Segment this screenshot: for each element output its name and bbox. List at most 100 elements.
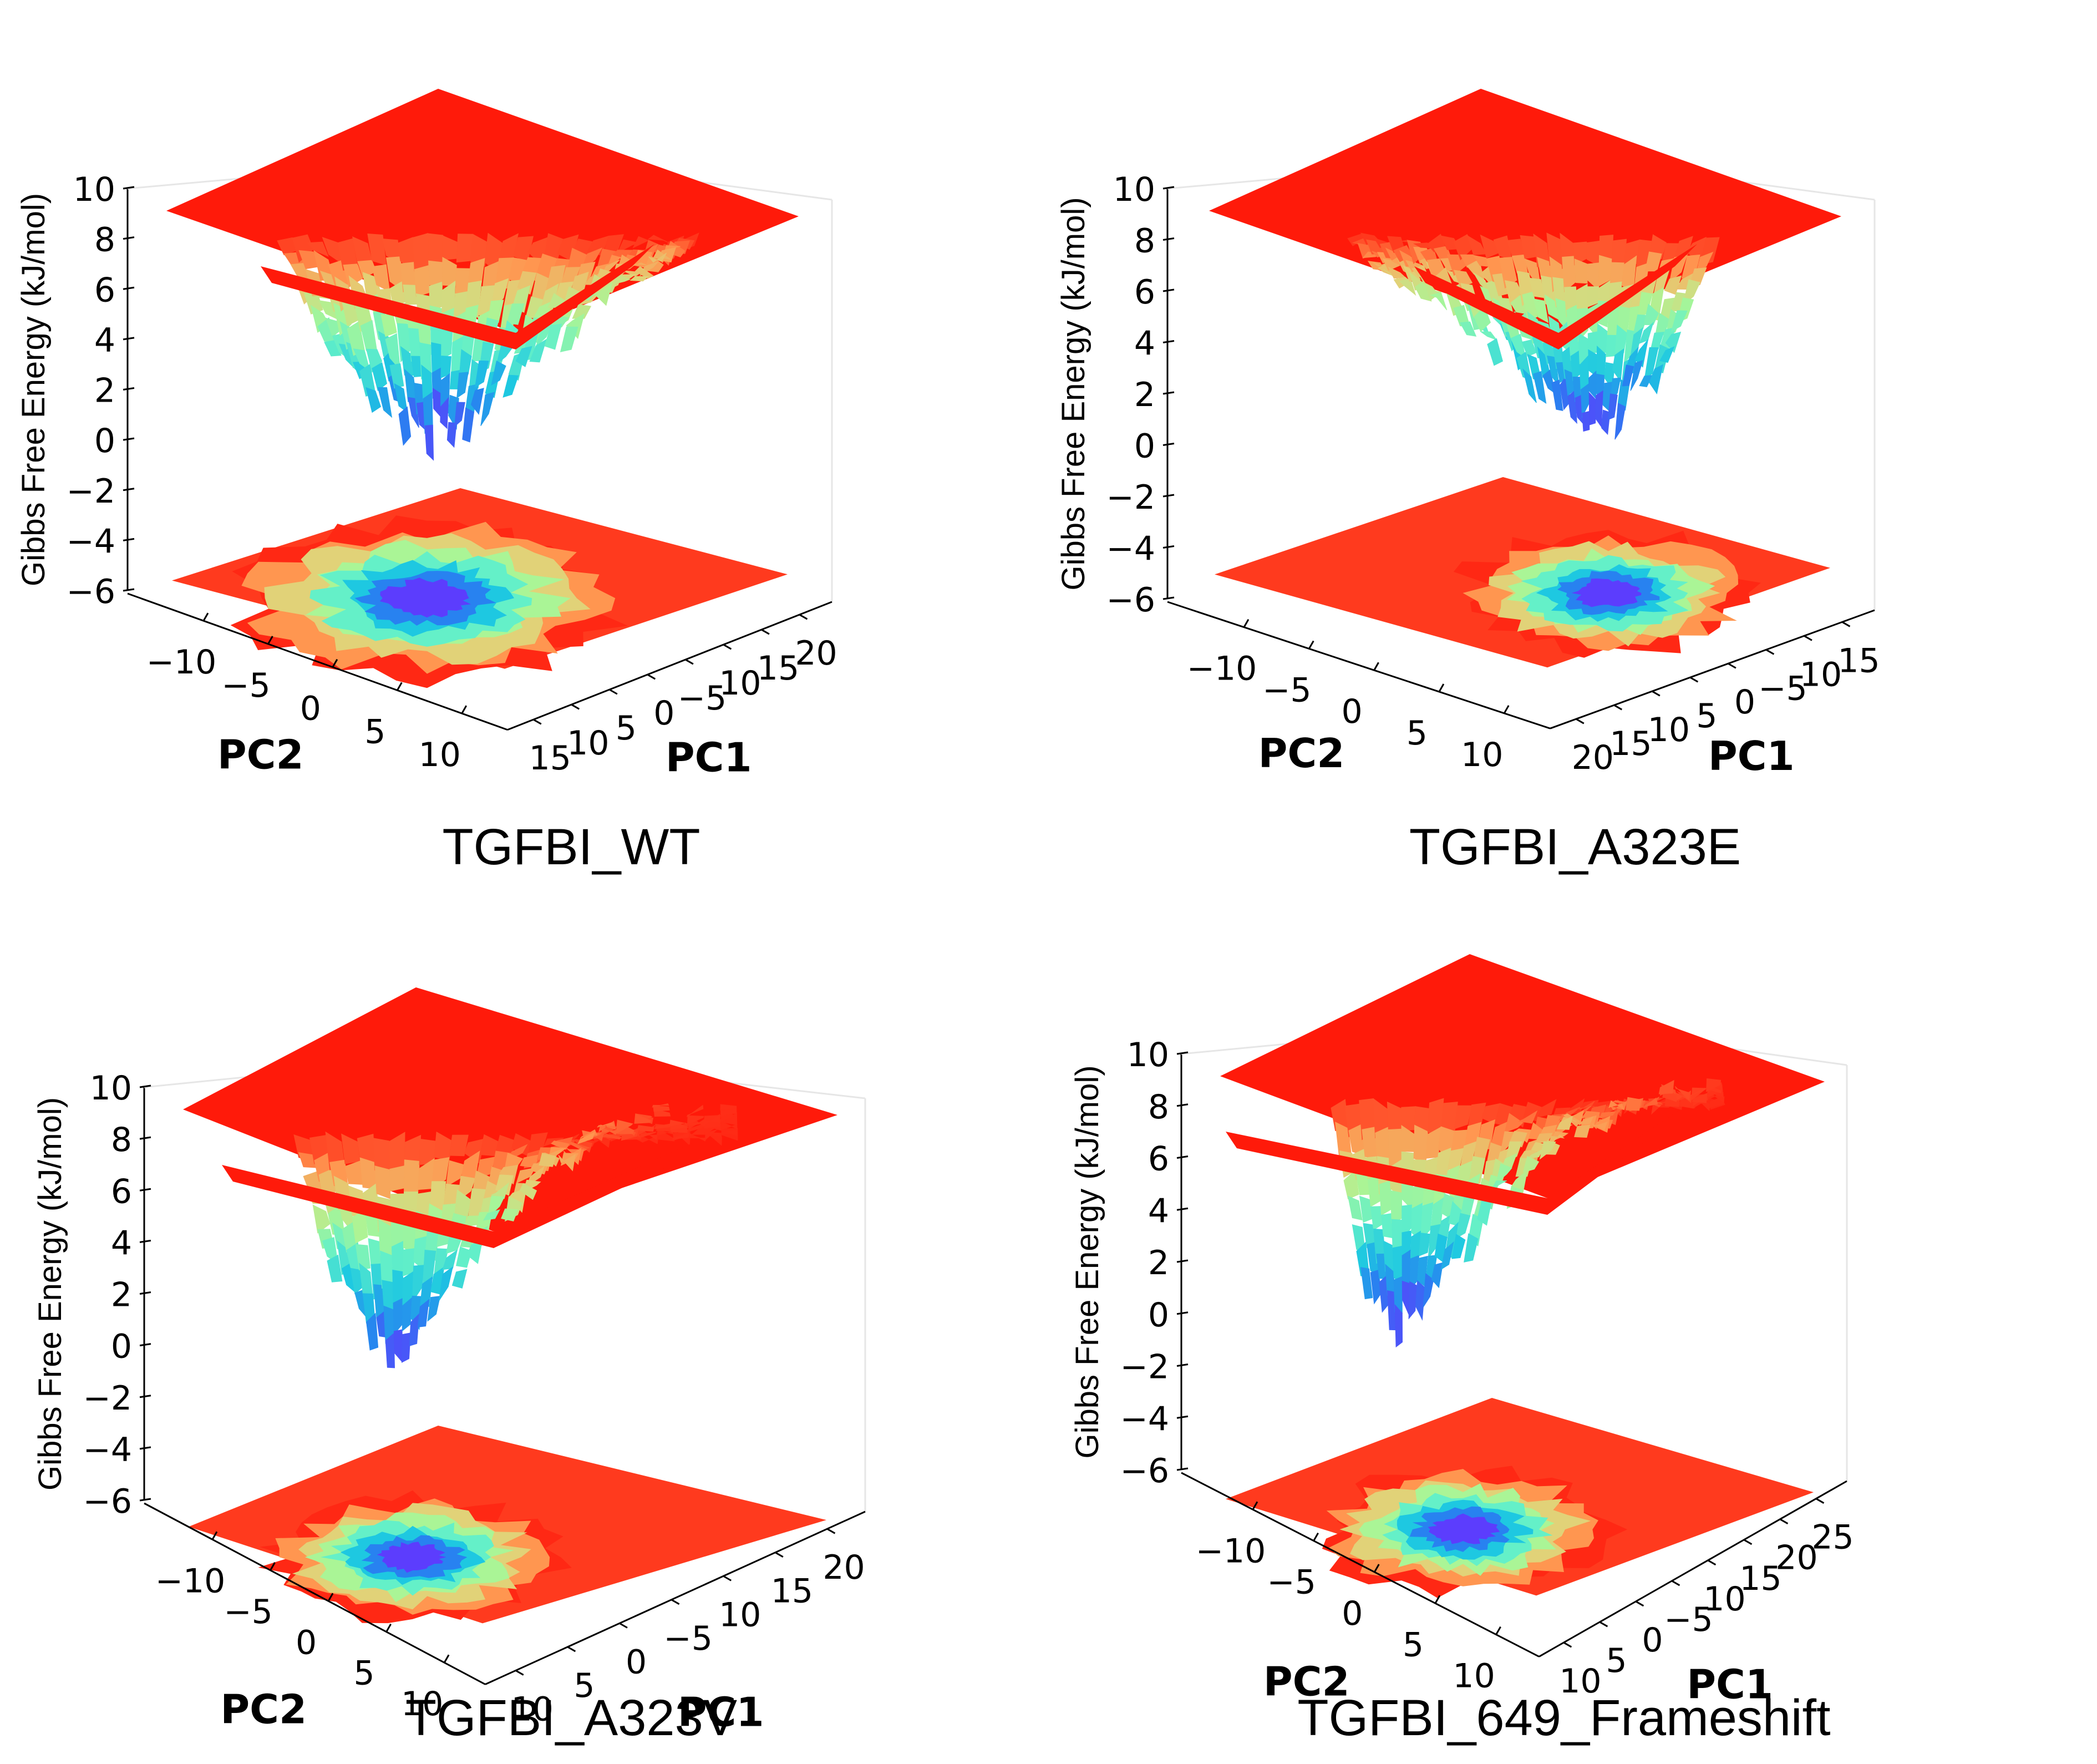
surface-facet bbox=[1598, 1111, 1616, 1118]
surface-facet bbox=[703, 1114, 720, 1127]
z-tick-label: 8 bbox=[1148, 1088, 1169, 1127]
z-tick-label: 4 bbox=[1134, 325, 1155, 363]
surface-facet bbox=[1591, 1122, 1608, 1131]
surface-cap-plane bbox=[183, 987, 837, 1231]
z-tick-label: 0 bbox=[111, 1327, 132, 1366]
pc2-tick-label: 5 bbox=[1407, 714, 1428, 753]
surface-facet bbox=[1607, 393, 1618, 420]
pc1-tick-label: 10 bbox=[1648, 711, 1690, 749]
z-tick bbox=[139, 1291, 151, 1295]
pc1-tick-label: −5 bbox=[678, 679, 727, 718]
z-tick bbox=[1162, 443, 1175, 446]
pc1-tick-label: 5 bbox=[573, 1666, 595, 1705]
pc1-tick-label: 20 bbox=[795, 634, 837, 673]
z-tick-label: 8 bbox=[1134, 222, 1155, 261]
pc2-axis-label: PC2 bbox=[1258, 730, 1345, 777]
z-tick bbox=[123, 488, 135, 491]
pc2-axis-line bbox=[1181, 1472, 1540, 1657]
surface-facet bbox=[616, 1119, 633, 1134]
pc1-axis-label: PC1 bbox=[678, 1689, 764, 1735]
surface-facet bbox=[1644, 347, 1659, 381]
z-tick bbox=[1162, 494, 1175, 498]
surface-facet bbox=[629, 276, 649, 282]
surface-facet bbox=[634, 1113, 652, 1124]
pc2-tick bbox=[443, 1654, 450, 1663]
surface-cap-ledge bbox=[1226, 1109, 1680, 1215]
surface-facet bbox=[1612, 348, 1624, 383]
surface-facet bbox=[1390, 1190, 1403, 1224]
pc2-axis-line bbox=[1167, 601, 1551, 729]
z-tick-label: −4 bbox=[67, 522, 115, 561]
z-tick bbox=[139, 1084, 151, 1088]
z-tick-label: 2 bbox=[1134, 376, 1155, 414]
surface-facet bbox=[1551, 379, 1563, 412]
surface-facet bbox=[412, 1265, 425, 1304]
surface-facet bbox=[1495, 1163, 1512, 1184]
surface-facet bbox=[539, 1153, 556, 1167]
pc1-tick bbox=[1804, 635, 1812, 641]
surface-facet bbox=[1574, 258, 1588, 284]
z-tick bbox=[1176, 1311, 1189, 1315]
surface-facet bbox=[1455, 1213, 1471, 1239]
z-tick-label: −2 bbox=[1106, 478, 1155, 517]
surface-facet bbox=[491, 1182, 510, 1199]
z-tick-label: −4 bbox=[1106, 530, 1155, 569]
pc1-tick-label: 20 bbox=[1572, 738, 1614, 777]
surface-facet bbox=[1453, 270, 1473, 288]
z-tick-label: −4 bbox=[1120, 1400, 1169, 1438]
pc2-axis-label: PC2 bbox=[220, 1686, 307, 1732]
pc1-tick-label: 10 bbox=[511, 1690, 554, 1728]
surface-facet bbox=[1414, 278, 1432, 302]
z-tick-label: 10 bbox=[1113, 170, 1155, 209]
pc1-tick bbox=[1652, 690, 1661, 697]
surface-facet bbox=[1537, 1099, 1557, 1118]
pc1-tick-label: 15 bbox=[771, 1572, 813, 1611]
surface-facet bbox=[1642, 1097, 1658, 1108]
surface-facet bbox=[1626, 1097, 1642, 1111]
z-tick bbox=[1176, 1363, 1189, 1367]
surface-facet bbox=[480, 392, 495, 426]
pc1-tick bbox=[619, 1623, 628, 1629]
z-tick-label: 10 bbox=[90, 1069, 132, 1108]
pc1-axis-line bbox=[507, 601, 832, 731]
surface-facet bbox=[312, 1204, 331, 1234]
pc2-tick-label: 5 bbox=[1403, 1625, 1424, 1664]
surface-facet bbox=[1420, 1202, 1434, 1242]
pc2-tick bbox=[202, 612, 209, 621]
surface-cap-plane bbox=[1220, 954, 1825, 1198]
pc2-tick bbox=[1495, 1626, 1501, 1635]
surface-facet bbox=[686, 1104, 704, 1118]
surface-facet bbox=[1634, 338, 1649, 368]
pc1-tick bbox=[571, 703, 580, 710]
z-tick-label: −2 bbox=[1120, 1348, 1169, 1387]
pc1-tick-label: −5 bbox=[663, 1619, 712, 1658]
surface-facet bbox=[501, 1208, 519, 1221]
surface-facet bbox=[1423, 1273, 1434, 1307]
surface-facet bbox=[1595, 390, 1603, 428]
pc1-tick-label: 10 bbox=[1703, 1580, 1745, 1619]
surface-facet bbox=[1556, 1116, 1573, 1130]
pc1-tick bbox=[1841, 621, 1851, 627]
surface-facet bbox=[1447, 1148, 1464, 1170]
surface-facet bbox=[506, 303, 525, 325]
surface-facet bbox=[359, 1157, 377, 1190]
z-tick-label: −6 bbox=[83, 1482, 132, 1521]
surface-facet bbox=[454, 402, 465, 427]
pc1-tick-label: 15 bbox=[757, 649, 799, 688]
contour-level bbox=[1571, 578, 1642, 607]
panel-title-a323v: TGFBI_A323V bbox=[405, 1690, 738, 1746]
z-axis-label: Gibbs Free Energy (kJ/mol) bbox=[16, 193, 52, 586]
surface-facet bbox=[1582, 410, 1590, 432]
z-tick bbox=[1176, 1155, 1189, 1159]
z-tick-label: 2 bbox=[111, 1276, 132, 1315]
pc2-tick bbox=[1308, 640, 1314, 650]
pc2-tick-label: −5 bbox=[221, 666, 270, 705]
surface-facet bbox=[519, 1183, 537, 1200]
surface-facet bbox=[393, 1297, 403, 1335]
pc1-tick-label: 5 bbox=[616, 709, 637, 748]
surface-facet bbox=[560, 326, 578, 352]
surface-facet bbox=[653, 249, 672, 260]
contour-level bbox=[1428, 1513, 1500, 1544]
surface-facet bbox=[1643, 303, 1659, 326]
z-tick bbox=[139, 1343, 151, 1347]
